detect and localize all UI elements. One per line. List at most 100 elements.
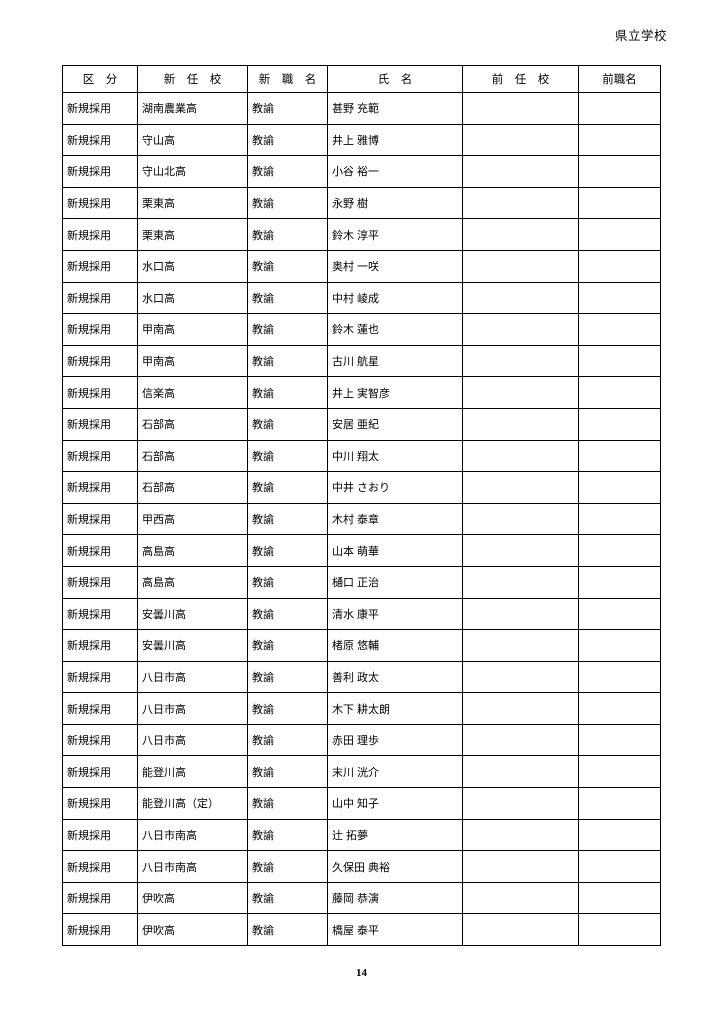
table-cell-new-school: 高島高 <box>137 534 248 567</box>
table-cell-new-title: 教諭 <box>247 629 328 662</box>
column-header-name: 氏 名 <box>327 65 463 93</box>
table-body: 新規採用 湖南農業高 教諭 甚野 充範 新規採用 守山高 教諭 井上 雅博 新規採用 守山北高 教諭… <box>62 92 661 947</box>
table-cell-kubun: 新規採用 <box>62 376 138 409</box>
table-cell-prev-title <box>578 818 661 852</box>
table-cell-new-school: 石部高 <box>137 407 248 441</box>
table-cell-kubun: 新規採用 <box>62 597 138 631</box>
table-cell-prev-school <box>462 249 579 283</box>
table-cell-prev-title <box>578 155 661 188</box>
table-cell-name: 橋屋 泰平 <box>327 913 463 947</box>
table-cell-new-school: 伊吹高 <box>137 913 248 947</box>
table-cell-new-title: 教諭 <box>247 755 328 789</box>
table-cell-name: 鈴木 蓮也 <box>327 313 463 346</box>
table-row: 新規採用 伊吹高 教諭 藤岡 恭演 <box>62 881 661 915</box>
table-cell-prev-title <box>578 502 661 536</box>
table-cell-new-school: 信楽高 <box>137 376 248 409</box>
table-cell-prev-school <box>462 660 579 694</box>
table-row: 新規採用 石部高 教諭 中川 翔太 <box>62 439 661 473</box>
table-cell-name: 井上 雅博 <box>327 123 463 157</box>
table-cell-new-school: 守山北高 <box>137 155 248 188</box>
table-cell-new-school: 八日市南高 <box>137 818 248 852</box>
table-row: 新規採用 水口高 教諭 中村 崚成 <box>62 281 661 315</box>
table-cell-name: 古川 航星 <box>327 344 463 378</box>
table-cell-prev-title <box>578 755 661 789</box>
table-cell-prev-title <box>578 218 661 251</box>
table-cell-kubun: 新規採用 <box>62 281 138 315</box>
table-cell-name: 木下 耕太朗 <box>327 692 463 725</box>
table-row: 新規採用 八日市高 教諭 木下 耕太朗 <box>62 692 661 725</box>
table-cell-prev-school <box>462 818 579 852</box>
table-cell-kubun: 新規採用 <box>62 502 138 536</box>
table-row: 新規採用 高島高 教諭 樋口 正治 <box>62 565 661 599</box>
table-cell-new-title: 教諭 <box>247 249 328 283</box>
table-cell-prev-school <box>462 186 579 220</box>
table-cell-new-title: 教諭 <box>247 818 328 852</box>
table-row: 新規採用 高島高 教諭 山本 萌華 <box>62 534 661 567</box>
table-cell-prev-school <box>462 471 579 504</box>
table-row: 新規採用 守山北高 教諭 小谷 裕一 <box>62 155 661 188</box>
table-cell-prev-title <box>578 344 661 378</box>
table-cell-new-title: 教諭 <box>247 281 328 315</box>
table-cell-name: 鈴木 淳平 <box>327 218 463 251</box>
table-cell-name: 中村 崚成 <box>327 281 463 315</box>
table-cell-new-title: 教諭 <box>247 123 328 157</box>
table-cell-new-title: 教諭 <box>247 407 328 441</box>
table-cell-kubun: 新規採用 <box>62 313 138 346</box>
table-cell-new-school: 守山高 <box>137 123 248 157</box>
table-cell-name: 中井 さおり <box>327 471 463 504</box>
column-header-kubun: 区 分 <box>62 65 138 93</box>
table-row: 新規採用 守山高 教諭 井上 雅博 <box>62 123 661 157</box>
table-row: 新規採用 八日市高 教諭 善利 政太 <box>62 660 661 694</box>
table-cell-prev-title <box>578 723 661 757</box>
table-cell-kubun: 新規採用 <box>62 850 138 883</box>
table-cell-kubun: 新規採用 <box>62 787 138 820</box>
table-cell-kubun: 新規採用 <box>62 249 138 283</box>
table-cell-new-title: 教諭 <box>247 92 328 125</box>
table-cell-new-title: 教諭 <box>247 502 328 536</box>
table-cell-kubun: 新規採用 <box>62 123 138 157</box>
table-cell-prev-school <box>462 597 579 631</box>
table-cell-prev-school <box>462 723 579 757</box>
table-row: 新規採用 八日市南高 教諭 久保田 典裕 <box>62 850 661 883</box>
table-cell-prev-school <box>462 629 579 662</box>
table-cell-prev-title <box>578 534 661 567</box>
table-cell-prev-school <box>462 155 579 188</box>
table-row: 新規採用 安曇川高 教諭 清水 康平 <box>62 597 661 631</box>
table-cell-prev-school <box>462 755 579 789</box>
table-cell-kubun: 新規採用 <box>62 471 138 504</box>
table-cell-prev-title <box>578 881 661 915</box>
table-cell-new-school: 石部高 <box>137 439 248 473</box>
table-cell-name: 奥村 一咲 <box>327 249 463 283</box>
table-cell-prev-school <box>462 913 579 947</box>
table-cell-kubun: 新規採用 <box>62 92 138 125</box>
table-cell-kubun: 新規採用 <box>62 692 138 725</box>
table-cell-prev-school <box>462 92 579 125</box>
column-header-prev-school: 前 任 校 <box>462 65 579 93</box>
table-cell-new-school: 石部高 <box>137 471 248 504</box>
table-cell-prev-title <box>578 186 661 220</box>
table-cell-new-title: 教諭 <box>247 565 328 599</box>
table-cell-prev-title <box>578 313 661 346</box>
table-row: 新規採用 甲西高 教諭 木村 泰章 <box>62 502 661 536</box>
table-row: 新規採用 栗東高 教諭 永野 樹 <box>62 186 661 220</box>
column-header-new-title: 新 職 名 <box>247 65 328 93</box>
table-row: 新規採用 能登川高 教諭 末川 洸介 <box>62 755 661 789</box>
table-cell-new-title: 教諭 <box>247 313 328 346</box>
table-cell-name: 安居 亜紀 <box>327 407 463 441</box>
table-cell-new-school: 八日市高 <box>137 692 248 725</box>
table-cell-kubun: 新規採用 <box>62 629 138 662</box>
table-cell-name: 小谷 裕一 <box>327 155 463 188</box>
table-cell-kubun: 新規採用 <box>62 344 138 378</box>
table-cell-prev-title <box>578 913 661 947</box>
table-cell-new-school: 栗東高 <box>137 186 248 220</box>
table-cell-prev-school <box>462 534 579 567</box>
table-cell-prev-school <box>462 692 579 725</box>
table-cell-kubun: 新規採用 <box>62 881 138 915</box>
table-cell-kubun: 新規採用 <box>62 723 138 757</box>
table-cell-prev-title <box>578 407 661 441</box>
table-cell-name: 山中 知子 <box>327 787 463 820</box>
table-cell-new-title: 教諭 <box>247 692 328 725</box>
table-cell-new-school: 水口高 <box>137 249 248 283</box>
table-cell-prev-school <box>462 787 579 820</box>
table-cell-kubun: 新規採用 <box>62 660 138 694</box>
